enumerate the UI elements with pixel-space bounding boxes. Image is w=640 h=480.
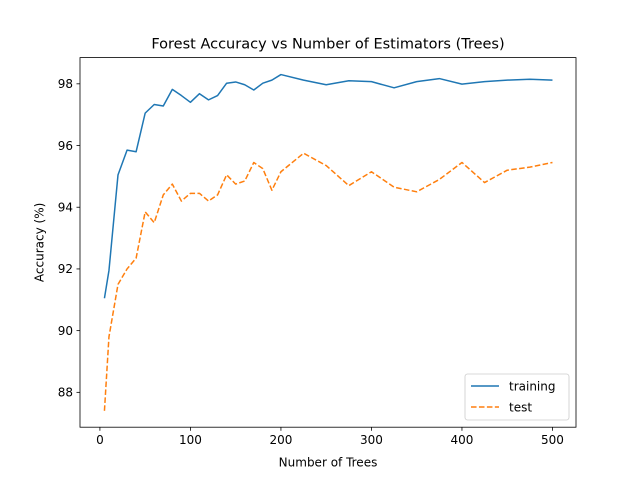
y-tick-label: 96 [58, 139, 73, 153]
plot-area: 0 100 200 300 400 500 88 90 92 94 96 98 [58, 57, 577, 447]
x-tick-label: 500 [541, 433, 564, 447]
y-tick-label: 98 [58, 77, 73, 91]
series-line-test [103, 152, 553, 411]
x-tick-label: 300 [360, 433, 383, 447]
legend-label-test: test [509, 400, 532, 414]
y-axis: 88 90 92 94 96 98 [58, 77, 80, 400]
x-tick-label: 400 [451, 433, 474, 447]
plot-background [80, 57, 576, 428]
y-tick-label: 94 [58, 201, 73, 215]
legend-label-training: training [509, 379, 556, 393]
y-axis-label: Accuracy (%) [33, 203, 47, 282]
x-axis: 0 100 200 300 400 500 [96, 427, 564, 447]
plot-border [79, 57, 577, 428]
chart-title: Forest Accuracy vs Number of Estimators … [151, 37, 504, 53]
y-tick-label: 90 [58, 324, 73, 338]
x-tick-label: 200 [269, 433, 292, 447]
y-tick-label: 92 [58, 262, 73, 276]
x-tick-label: 0 [96, 433, 104, 447]
series-line-training [103, 73, 553, 299]
legend: training test [464, 373, 570, 421]
y-tick-label: 88 [58, 386, 73, 400]
x-axis-label: Number of Trees [279, 456, 378, 470]
series-layer [103, 73, 553, 411]
x-tick-label: 100 [179, 433, 202, 447]
